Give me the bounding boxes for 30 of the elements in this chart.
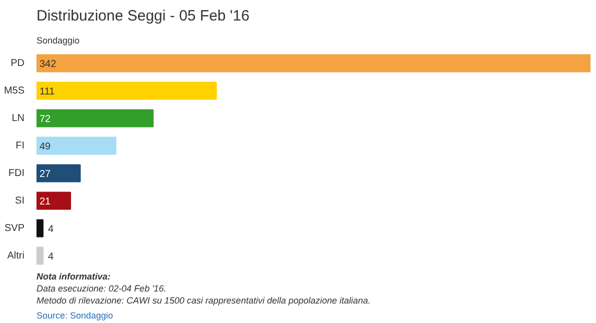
y-tick-label: SVP <box>4 222 25 234</box>
data-label: 4 <box>48 224 54 235</box>
text: Nota informativa: <box>36 272 111 282</box>
bar <box>36 136 116 155</box>
data-label: 27 <box>40 168 52 180</box>
bar <box>36 192 72 210</box>
bar <box>36 54 590 72</box>
data-label: 72 <box>40 114 52 125</box>
text: Metodo di rilevazione: CAWI su 1500 casi rappresentativi della popolazione italiana. <box>36 296 371 306</box>
data-label: 49 <box>40 141 52 152</box>
bar <box>36 82 217 100</box>
data-label: 21 <box>40 196 52 208</box>
y-tick-label: PD <box>10 58 25 69</box>
data-label: 111 <box>40 86 56 98</box>
text: Data esecuzione: 02-04 Feb '16. <box>36 284 166 294</box>
y-tick-label: M5S <box>4 85 25 96</box>
data-label: 4 <box>48 251 54 262</box>
y-tick-label: Altri <box>7 250 25 262</box>
y-tick-label: LN <box>12 112 25 124</box>
y-tick-label: SI <box>15 195 25 206</box>
chart-title: Distribuzione Seggi - 05 Feb '16 <box>36 8 250 24</box>
data-label: 342 <box>40 58 57 70</box>
y-tick-label: FDI <box>8 168 24 179</box>
y-tick-label: FI <box>16 140 25 152</box>
bar <box>36 246 44 265</box>
bar <box>36 219 44 238</box>
source-note: Source: Sondaggio <box>36 310 114 320</box>
bar <box>36 164 81 182</box>
chart-subtitle: Sondaggio <box>36 36 80 46</box>
bar <box>36 109 154 128</box>
